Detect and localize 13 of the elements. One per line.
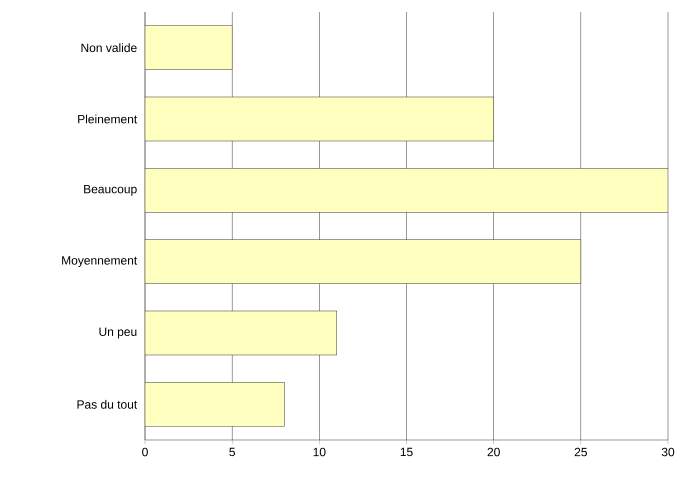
x-tick-label: 15 xyxy=(400,448,413,456)
y-tick-label: Pas du tout xyxy=(77,400,138,409)
x-tick-label: 5 xyxy=(229,448,235,456)
x-tick-label: 30 xyxy=(662,448,674,456)
y-tick-label: Non valide xyxy=(81,43,137,52)
y-tick-label: Beaucoup xyxy=(84,184,137,196)
y-tick-label: Un peu xyxy=(99,328,136,338)
y-tick-label: Pleinement xyxy=(78,114,138,124)
x-tick-label: 0 xyxy=(142,448,148,456)
x-tick-label: 10 xyxy=(314,448,326,456)
y-tick-label: Moyennement xyxy=(62,256,138,268)
x-tick-label: 20 xyxy=(488,448,500,456)
x-tick-label: 25 xyxy=(574,448,587,456)
